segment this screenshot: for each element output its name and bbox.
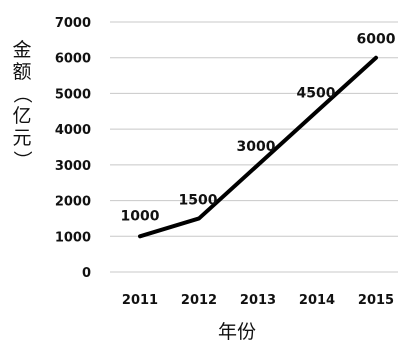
y-tick-label: 7000 <box>55 16 91 31</box>
x-tick-label: 2012 <box>181 293 217 308</box>
y-tick-label: 3000 <box>55 159 91 174</box>
y-axis-title-char: 元 <box>12 127 31 149</box>
y-tick-label: 2000 <box>55 195 91 210</box>
data-label: 1500 <box>179 192 218 208</box>
y-axis-title-char: ） <box>11 150 33 169</box>
series-layer <box>138 55 378 239</box>
y-axis-title-char: 亿 <box>12 105 31 127</box>
x-tick-label: 2011 <box>122 293 158 308</box>
data-labels: 1000 1500 3000 4500 6000 <box>121 32 396 225</box>
x-axis-title: 年份 <box>218 321 256 342</box>
x-tick-label: 2014 <box>299 293 335 308</box>
y-tick-label: 6000 <box>55 52 91 67</box>
x-tick-label: 2015 <box>358 293 394 308</box>
data-label: 3000 <box>237 139 276 155</box>
y-axis-title-char: （ <box>11 84 33 103</box>
y-tick-label: 0 <box>82 266 91 281</box>
y-axis-title: 金额（ 亿元） <box>11 39 33 170</box>
y-axis-title-char: 金 <box>12 39 31 61</box>
y-axis-ticks: 0 1000 2000 3000 4000 5000 6000 7000 <box>55 16 91 281</box>
data-label: 4500 <box>297 85 336 101</box>
x-axis-ticks: 2011 2012 2013 2014 2015 <box>122 293 394 308</box>
y-tick-label: 1000 <box>55 230 91 245</box>
x-tick-label: 2013 <box>240 293 276 308</box>
data-label: 6000 <box>357 32 396 48</box>
data-label: 1000 <box>121 208 160 224</box>
y-tick-label: 5000 <box>55 87 91 102</box>
y-axis-title-char: 额 <box>12 61 31 83</box>
gridlines <box>110 21 398 273</box>
y-tick-label: 4000 <box>55 123 91 138</box>
